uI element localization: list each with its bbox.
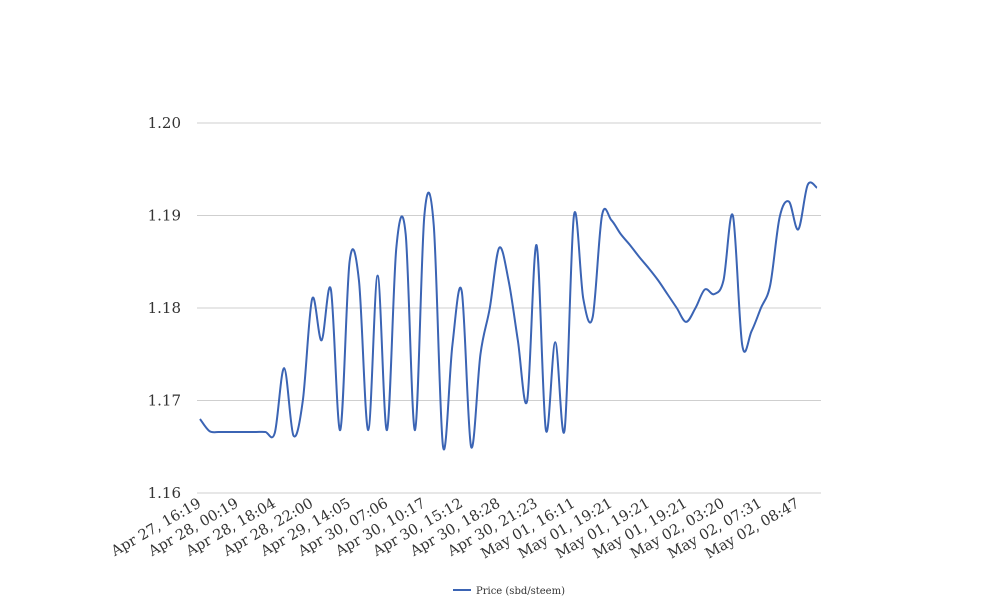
y-tick-label: 1.17 — [148, 392, 181, 410]
y-tick-label: 1.20 — [148, 114, 181, 132]
price-line — [199, 181, 818, 451]
legend-label: Price (sbd/steem) — [476, 586, 565, 597]
y-tick-label: 1.19 — [148, 207, 181, 225]
y-tick-label: 1.18 — [148, 299, 181, 317]
y-tick-label: 1.16 — [148, 484, 181, 502]
